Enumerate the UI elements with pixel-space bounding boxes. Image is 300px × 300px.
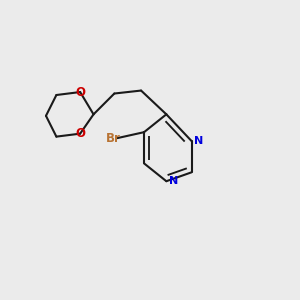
Text: N: N — [194, 136, 204, 146]
Text: O: O — [75, 127, 85, 140]
Text: Br: Br — [106, 132, 121, 145]
Text: O: O — [75, 85, 85, 98]
Text: N: N — [169, 176, 178, 186]
